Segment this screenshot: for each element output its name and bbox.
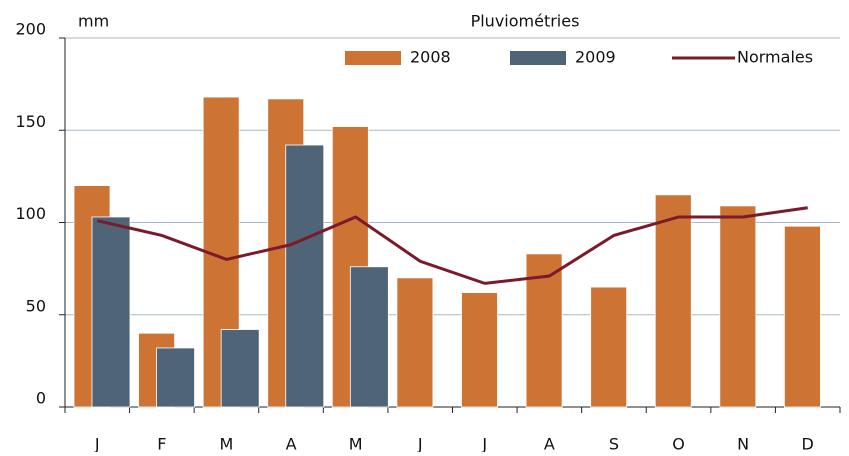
x-tick-label: J bbox=[481, 435, 487, 453]
line-series bbox=[96, 206, 808, 285]
x-tick-label: J bbox=[417, 435, 423, 453]
legend-label: 2008 bbox=[410, 48, 451, 67]
bar bbox=[220, 329, 260, 408]
bar bbox=[396, 277, 434, 408]
x-tick-label: M bbox=[349, 435, 363, 453]
legend-label: Normales bbox=[737, 48, 813, 67]
bar bbox=[784, 225, 821, 408]
bar bbox=[590, 286, 628, 408]
chart-title: Pluviométries bbox=[471, 12, 580, 31]
x-tick-label: A bbox=[544, 435, 555, 453]
bar bbox=[91, 216, 131, 408]
y-tick-label: 150 bbox=[15, 112, 46, 131]
x-tick-label: A bbox=[286, 435, 297, 453]
x-tick-label: J bbox=[94, 435, 100, 453]
bar bbox=[156, 347, 195, 408]
bar bbox=[285, 144, 325, 408]
bar bbox=[654, 194, 692, 408]
bar bbox=[719, 205, 757, 408]
x-tick-label: D bbox=[802, 435, 814, 453]
legend-swatch bbox=[345, 51, 401, 65]
y-axis-label: mm bbox=[78, 12, 109, 31]
x-tick-label: S bbox=[609, 435, 619, 453]
y-tick-label: 0 bbox=[36, 389, 46, 408]
x-tick-label: F bbox=[157, 435, 166, 453]
bar bbox=[461, 292, 498, 408]
x-tick-label: N bbox=[737, 435, 749, 453]
legend-swatch bbox=[510, 51, 566, 65]
bar bbox=[349, 266, 389, 408]
x-tick-label: M bbox=[220, 435, 234, 453]
y-tick-label: 50 bbox=[26, 296, 46, 315]
x-tick-label: O bbox=[672, 435, 685, 453]
legend-label: 2009 bbox=[575, 48, 616, 67]
y-tick-label: 200 bbox=[15, 20, 46, 39]
y-tick-label: 100 bbox=[15, 204, 46, 223]
